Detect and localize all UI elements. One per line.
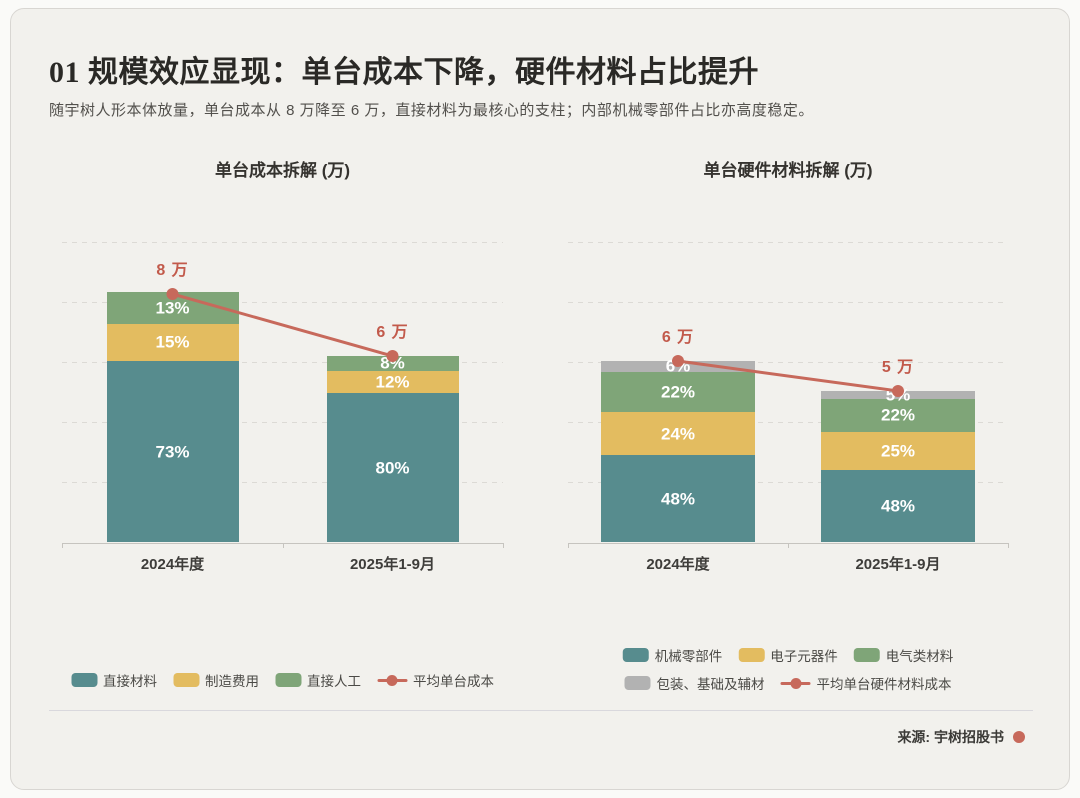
gridline — [568, 482, 1008, 484]
legend-item-series: 包装、基础及辅材 — [624, 673, 765, 693]
trend-line-right — [677, 359, 899, 393]
category-label: 2024年度 — [646, 555, 710, 573]
bar-segment-right-0 — [601, 455, 755, 543]
legend-swatch-icon — [173, 673, 199, 687]
source-footer: 来源: 宇树招股书 — [897, 727, 1025, 747]
gridline — [62, 422, 503, 424]
legend-row-left-0: 直接材料 制造费用 直接人工 平均单台成本 — [71, 670, 494, 690]
legend-item-series: 电气类材料 — [853, 645, 954, 665]
chart-title-right: 单台硬件材料拆解 (万) — [703, 161, 873, 180]
axis-tick — [1008, 542, 1009, 548]
avg-value-label: 6 万 — [376, 324, 409, 341]
page-subtitle: 随宇树人形本体放量，单台成本从 8 万降至 6 万，直接材料为最核心的支柱；内部… — [49, 102, 814, 119]
trend-dot-glyph — [386, 674, 398, 686]
legend-item-trend: 平均单台硬件材料成本 — [780, 673, 952, 693]
percent-label: 13% — [155, 298, 190, 318]
source-dot-icon — [1013, 731, 1025, 743]
category-label: 2024年度 — [140, 555, 205, 573]
axis-tick — [503, 542, 504, 548]
percent-label: 15% — [155, 332, 190, 352]
legend-label: 电气类材料 — [885, 649, 954, 664]
legend-row-right-0: 机械零部件 电子元器件 电气类材料 — [622, 645, 954, 665]
legend-item-series: 直接人工 — [275, 670, 361, 690]
percent-label: 48% — [660, 489, 696, 509]
percent-label: 80% — [375, 458, 410, 478]
bar-segment-left-1 — [106, 323, 239, 362]
trend-dot — [386, 350, 399, 362]
legend-label: 包装、基础及辅材 — [656, 677, 765, 692]
axis-tick — [62, 542, 63, 548]
axis-tick — [282, 542, 284, 548]
gridline — [568, 242, 1008, 243]
legend-item-series: 电子元器件 — [738, 645, 838, 665]
avg-value-label: 5 万 — [881, 359, 915, 376]
category-label: 2025年1-9月 — [855, 555, 941, 573]
gridline — [62, 242, 503, 243]
percent-label: 12% — [375, 372, 410, 392]
legend-row-right-1: 包装、基础及辅材 平均单台硬件材料成本 — [624, 673, 952, 693]
legend-label: 电子元器件 — [770, 649, 838, 664]
percent-label: 48% — [880, 496, 916, 516]
legend-swatch-icon — [622, 648, 649, 662]
axis-tick — [568, 542, 569, 548]
legend-label: 直接材料 — [103, 674, 157, 689]
category-label: 2025年1-9月 — [349, 555, 436, 573]
trend-dot-glyph — [790, 677, 801, 689]
legend-item-trend: 平均单台成本 — [377, 670, 494, 690]
percent-label: 73% — [155, 442, 190, 462]
gridline — [62, 362, 503, 364]
trend-line-legend-icon — [377, 673, 407, 687]
legend-label: 平均单台成本 — [413, 674, 494, 689]
bar-segment-left-0 — [326, 393, 459, 543]
legend-label: 平均单台硬件材料成本 — [816, 677, 952, 692]
trend-dot — [892, 385, 904, 397]
trend-dot — [166, 288, 179, 300]
bar-segment-left-0 — [106, 361, 239, 543]
gridline — [568, 422, 1008, 424]
percent-label: 22% — [880, 405, 916, 425]
avg-value-label: 6 万 — [661, 329, 695, 346]
legend-swatch-icon — [275, 673, 301, 687]
bar-segment-left-2 — [326, 356, 459, 371]
footer-divider — [49, 710, 1033, 711]
source-label: 来源: 宇树招股书 — [897, 729, 1004, 745]
percent-label: 24% — [660, 424, 696, 444]
chart-title-left: 单台成本拆解 (万) — [214, 161, 351, 180]
legend-item-series: 机械零部件 — [622, 645, 723, 665]
gridline — [568, 362, 1008, 364]
legend-label: 机械零部件 — [654, 649, 723, 664]
bar-segment-right-1 — [821, 431, 975, 470]
axis-tick — [788, 542, 789, 548]
gridline — [568, 302, 1008, 304]
bar-segment-left-1 — [326, 370, 459, 394]
percent-label: 25% — [880, 441, 916, 461]
percent-label: 22% — [660, 382, 696, 402]
legend-item-series: 制造费用 — [173, 670, 259, 690]
bar-segment-right-2 — [601, 371, 755, 412]
legend-swatch-icon — [853, 648, 880, 662]
avg-value-label: 8 万 — [156, 262, 189, 279]
bar-segment-right-0 — [821, 469, 975, 543]
legend-item-series: 直接材料 — [71, 670, 157, 690]
legend-swatch-icon — [624, 676, 651, 690]
trend-dot — [672, 355, 684, 367]
bar-segment-right-2 — [821, 398, 975, 432]
trend-line-legend-icon — [780, 676, 811, 690]
percent-label: 8% — [380, 353, 405, 373]
page-title: 01 规模效应显现：单台成本下降，硬件材料占比提升 — [49, 56, 759, 89]
gridline — [62, 302, 503, 304]
bar-segment-right-1 — [601, 411, 755, 456]
legend-label: 直接人工 — [307, 674, 361, 689]
legend-label: 制造费用 — [205, 674, 259, 689]
legend-swatch-icon — [71, 673, 97, 687]
gridline — [62, 482, 503, 484]
trend-line-left — [172, 292, 393, 358]
legend-swatch-icon — [738, 648, 765, 662]
